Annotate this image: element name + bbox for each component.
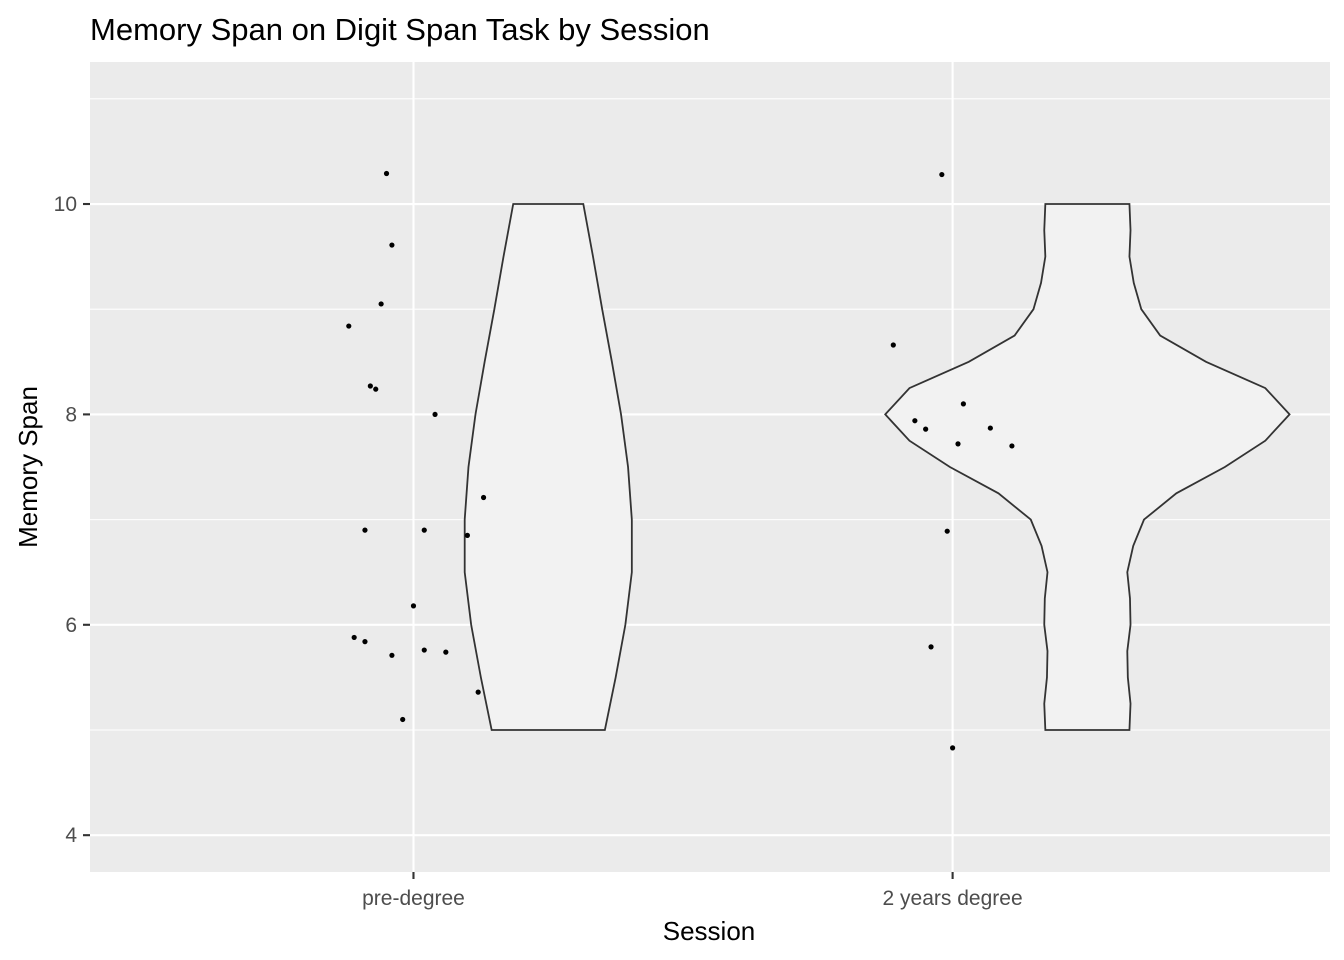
- x-tick-label: pre-degree: [362, 887, 465, 910]
- data-point: [928, 644, 934, 650]
- chart-title: Memory Span on Digit Span Task by Sessio…: [90, 12, 710, 47]
- data-point: [950, 745, 956, 751]
- data-point: [944, 528, 950, 534]
- y-axis: 4 6 8 10: [54, 193, 90, 847]
- x-tick-label: 2 years degree: [883, 887, 1023, 910]
- data-point: [912, 418, 918, 424]
- data-point: [443, 649, 449, 655]
- data-point: [400, 716, 406, 723]
- x-axis: pre-degree 2 years degree: [362, 872, 1023, 910]
- data-point: [389, 242, 395, 248]
- y-tick-label: 6: [65, 614, 77, 637]
- data-point: [432, 411, 438, 418]
- data-point: [955, 441, 961, 447]
- data-point: [421, 647, 427, 653]
- data-point: [1009, 443, 1015, 449]
- y-tick-label: 10: [54, 193, 77, 216]
- data-point: [373, 386, 379, 392]
- data-point: [923, 426, 929, 432]
- y-axis-title: Memory Span: [13, 386, 43, 548]
- data-point: [383, 170, 390, 177]
- data-point: [464, 532, 470, 538]
- data-point: [939, 171, 945, 178]
- data-point: [475, 689, 481, 695]
- data-point: [421, 527, 427, 533]
- data-point: [362, 527, 368, 533]
- data-point: [480, 494, 487, 501]
- data-point: [987, 425, 993, 431]
- violins: [463, 203, 1291, 731]
- data-point: [410, 603, 417, 609]
- data-point: [362, 639, 368, 645]
- jitter-points: [346, 170, 1015, 751]
- data-point: [351, 634, 357, 641]
- x-axis-title: Session: [663, 916, 756, 946]
- data-point: [367, 383, 373, 389]
- data-point: [960, 401, 966, 407]
- data-point: [378, 301, 384, 307]
- data-point: [346, 323, 352, 329]
- y-tick-label: 4: [65, 824, 77, 847]
- data-point: [389, 652, 395, 658]
- violin-pre-degree: [463, 203, 633, 731]
- violin-2-years-degree: [883, 203, 1291, 731]
- data-point: [890, 342, 896, 348]
- y-tick-label: 8: [65, 403, 77, 426]
